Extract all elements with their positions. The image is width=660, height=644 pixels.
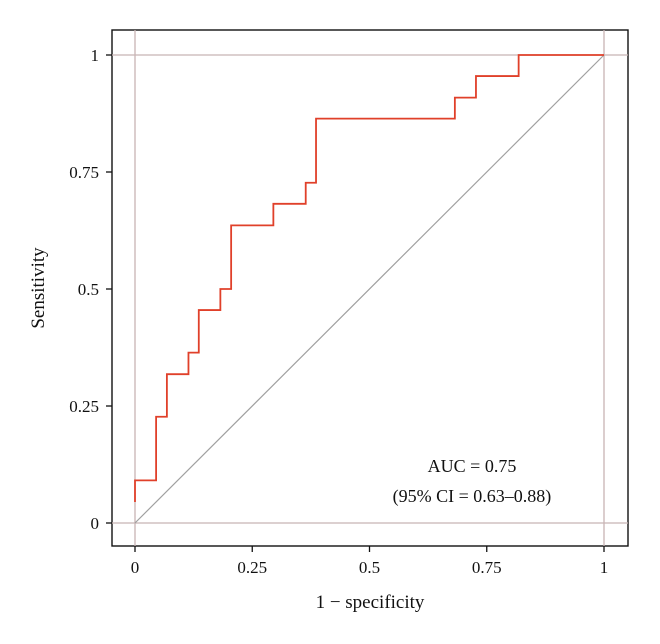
roc-curve-0: [134, 54, 604, 502]
x-axis-label: 1 − specificity: [316, 592, 425, 613]
y-tick-label: 1: [91, 46, 100, 65]
y-tick-label: 0.5: [78, 280, 99, 299]
y-tick-label: 0.75: [69, 163, 99, 182]
x-tick-label: 0.5: [359, 558, 380, 577]
diagonal-line-group: [134, 54, 605, 524]
x-tick-label: 0.25: [237, 558, 267, 577]
x-tick-label: 0.75: [472, 558, 502, 577]
diagonal-line: [134, 54, 605, 524]
auc-annotation: AUC = 0.75: [428, 456, 517, 476]
y-tick-label: 0: [91, 514, 100, 533]
x-axis-ticks: 0 0.25 0.5 0.75 1: [131, 546, 609, 577]
y-axis-ticks: 0 0.25 0.5 0.75 1: [69, 46, 112, 533]
ci-annotation: (95% CI = 0.63–0.88): [393, 486, 552, 507]
roc-curve-group: [134, 54, 604, 502]
x-tick-label: 1: [600, 558, 609, 577]
y-axis-label: Sensitivity: [28, 247, 49, 329]
y-tick-label: 0.25: [69, 397, 99, 416]
x-tick-label: 0: [131, 558, 140, 577]
